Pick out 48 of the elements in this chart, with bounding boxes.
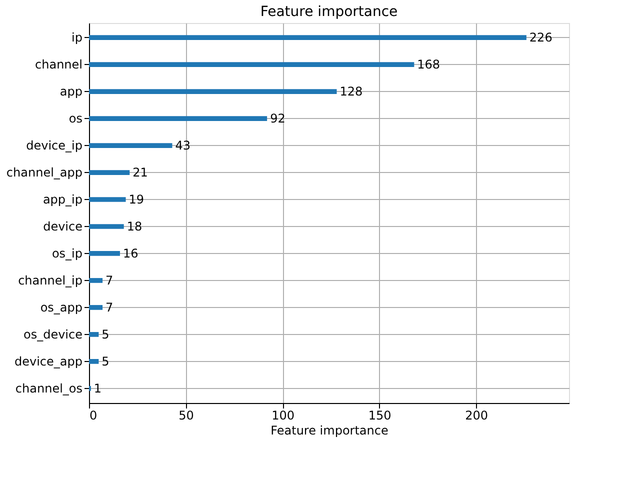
chart-title: Feature importance (260, 4, 398, 20)
bar (89, 170, 130, 175)
y-tick-label: device_app (14, 354, 82, 368)
bar (89, 359, 99, 364)
data-label: 21 (132, 166, 148, 180)
y-tick-label: os (68, 112, 82, 126)
x-tick-label: 150 (368, 408, 392, 422)
bar (89, 305, 103, 310)
y-tick-label: device_ip (26, 138, 82, 153)
x-tick-label: 0 (90, 408, 98, 422)
bar (89, 251, 120, 256)
data-label: 1 (94, 381, 102, 396)
data-label: 5 (102, 354, 110, 368)
bar (89, 278, 103, 283)
y-tick-label: channel_app (6, 166, 82, 180)
y-tick-label: channel_ip (18, 273, 82, 288)
data-label: 226 (529, 30, 552, 45)
x-axis-title: Feature importance (270, 424, 388, 438)
y-tick-label: ip (72, 30, 82, 45)
bar (89, 116, 268, 121)
data-label: 128 (340, 84, 363, 99)
y-tick-label: os_app (40, 300, 82, 314)
x-tick-label: 200 (465, 408, 488, 422)
data-label: 7 (106, 300, 114, 314)
y-tick-label: channel_os (15, 381, 82, 396)
y-tick-label: os_ip (52, 246, 82, 260)
data-label: 16 (122, 246, 138, 260)
x-tick-label: 50 (178, 408, 194, 422)
data-label: 92 (270, 112, 286, 126)
data-label: 168 (417, 58, 440, 72)
data-label: 18 (126, 219, 142, 234)
bar (89, 35, 526, 40)
bar (89, 224, 124, 229)
bar (89, 197, 126, 202)
bar (89, 332, 99, 337)
bar (89, 62, 414, 67)
y-tick-label: os_device (23, 327, 82, 342)
y-tick-label: app_ip (42, 192, 82, 207)
y-tick-label: app (60, 84, 82, 99)
bar (89, 143, 172, 148)
data-label: 43 (175, 138, 191, 153)
y-tick-label: channel (35, 58, 82, 72)
data-label: 5 (102, 327, 110, 342)
data-label: 7 (106, 273, 114, 288)
bar (89, 89, 337, 94)
x-tick-label: 100 (272, 408, 294, 422)
data-label: 19 (128, 192, 144, 207)
y-tick-label: device (43, 219, 82, 234)
